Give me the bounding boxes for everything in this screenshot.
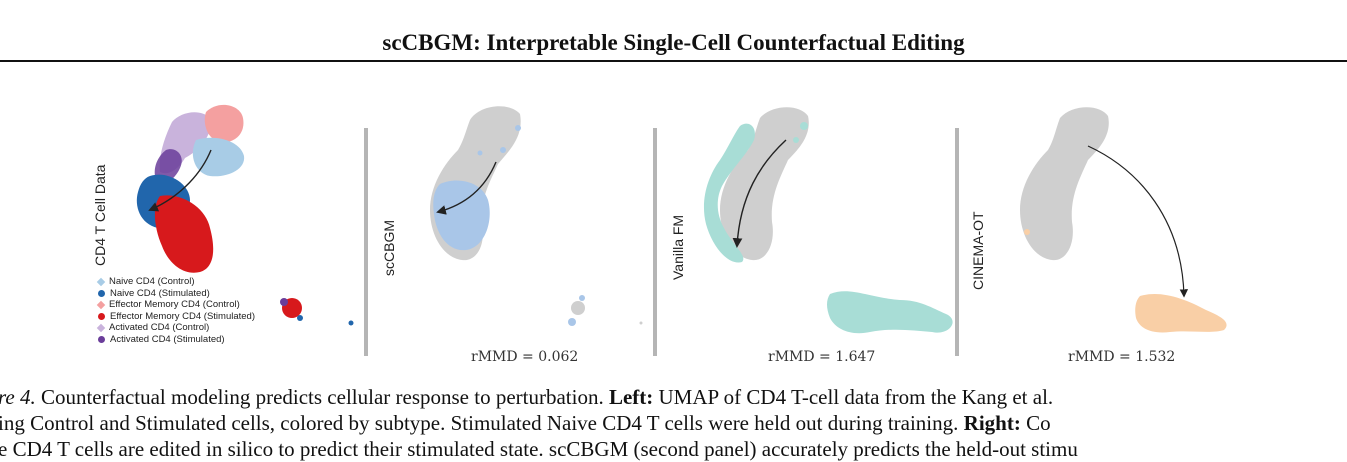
caption-bold-left: Left: bbox=[608, 385, 654, 409]
effector-control-cluster bbox=[204, 104, 244, 143]
metric-cinema-ot: rMMD = 1.532 bbox=[1068, 349, 1176, 365]
panel-divider bbox=[653, 128, 657, 356]
legend-label: Effector Memory CD4 (Stimulated) bbox=[110, 310, 256, 322]
method-label-sccbgm: scCBGM bbox=[381, 220, 397, 276]
metric-vanilla-fm: rMMD = 1.647 bbox=[768, 349, 876, 365]
data-panel-label: CD4 T Cell Data bbox=[92, 164, 108, 266]
method-label-cinema-ot: CINEMA-OT bbox=[970, 211, 986, 290]
legend-marker bbox=[98, 313, 105, 321]
caption-text: Co bbox=[1020, 411, 1051, 435]
legend-item: Effector Memory CD4 (Stimulated) bbox=[98, 311, 255, 323]
legend-marker bbox=[98, 336, 105, 344]
panel-divider bbox=[364, 128, 368, 356]
panel-divider bbox=[955, 128, 959, 356]
panel-cinema-ot-umap bbox=[1020, 107, 1227, 333]
naive-control-cluster bbox=[192, 137, 245, 177]
legend-label: Activated CD4 (Control) bbox=[109, 322, 210, 334]
caption-text: UMAP of CD4 T-cell data from the Kang et… bbox=[653, 385, 1054, 409]
gray-background-cells bbox=[720, 107, 809, 261]
predicted-offtarget-cluster bbox=[1135, 293, 1227, 333]
legend-label: Effector Memory CD4 (Control) bbox=[109, 299, 240, 311]
header-rule bbox=[0, 60, 1347, 62]
predicted-offtarget-cluster bbox=[827, 291, 953, 334]
caption-text: e CD4 T cells are edited in silico to pr… bbox=[0, 437, 1078, 461]
legend: Naive CD4 (Control) Naive CD4 (Stimulate… bbox=[96, 276, 255, 346]
paper-running-title: scCBGM: Interpretable Single-Cell Counte… bbox=[382, 30, 965, 55]
legend-label: Activated CD4 (Stimulated) bbox=[110, 333, 225, 345]
caption-text: Counterfactual modeling predicts cellula… bbox=[35, 385, 609, 409]
legend-item: Activated CD4 (Stimulated) bbox=[98, 334, 255, 346]
legend-marker bbox=[96, 323, 106, 333]
legend-item: Naive CD4 (Stimulated) bbox=[98, 288, 255, 300]
figure-caption: re 4. Counterfactual modeling predicts c… bbox=[0, 384, 1347, 462]
caption-line: re 4. Counterfactual modeling predicts c… bbox=[0, 384, 1347, 410]
predicted-cells bbox=[703, 123, 755, 263]
caption-line: e CD4 T cells are edited in silico to pr… bbox=[0, 436, 1347, 462]
panel-vanilla-fm-umap bbox=[703, 107, 953, 334]
legend-marker bbox=[96, 300, 106, 310]
legend-item: Naive CD4 (Control) bbox=[96, 276, 255, 288]
gray-background-cells bbox=[1020, 107, 1109, 261]
predicted-cells bbox=[433, 180, 490, 251]
caption-figure-number: re 4. bbox=[0, 385, 36, 409]
metric-sccbgm: rMMD = 0.062 bbox=[471, 349, 579, 365]
legend-item: Effector Memory CD4 (Control) bbox=[96, 299, 255, 311]
panel-data-umap bbox=[136, 104, 354, 326]
legend-label: Naive CD4 (Control) bbox=[109, 276, 195, 287]
legend-label: Naive CD4 (Stimulated) bbox=[110, 287, 210, 299]
legend-marker bbox=[98, 289, 105, 297]
caption-text: ing Control and Stimulated cells, colore… bbox=[0, 411, 964, 435]
legend-marker bbox=[96, 277, 106, 287]
effector-stim-cluster bbox=[154, 195, 214, 273]
legend-item: Activated CD4 (Control) bbox=[96, 322, 255, 334]
caption-line: ing Control and Stimulated cells, colore… bbox=[0, 410, 1347, 436]
panel-sccbgm-umap bbox=[430, 106, 643, 326]
method-label-vanilla-fm: Vanilla FM bbox=[670, 214, 686, 280]
caption-bold-right: Right: bbox=[963, 411, 1021, 435]
